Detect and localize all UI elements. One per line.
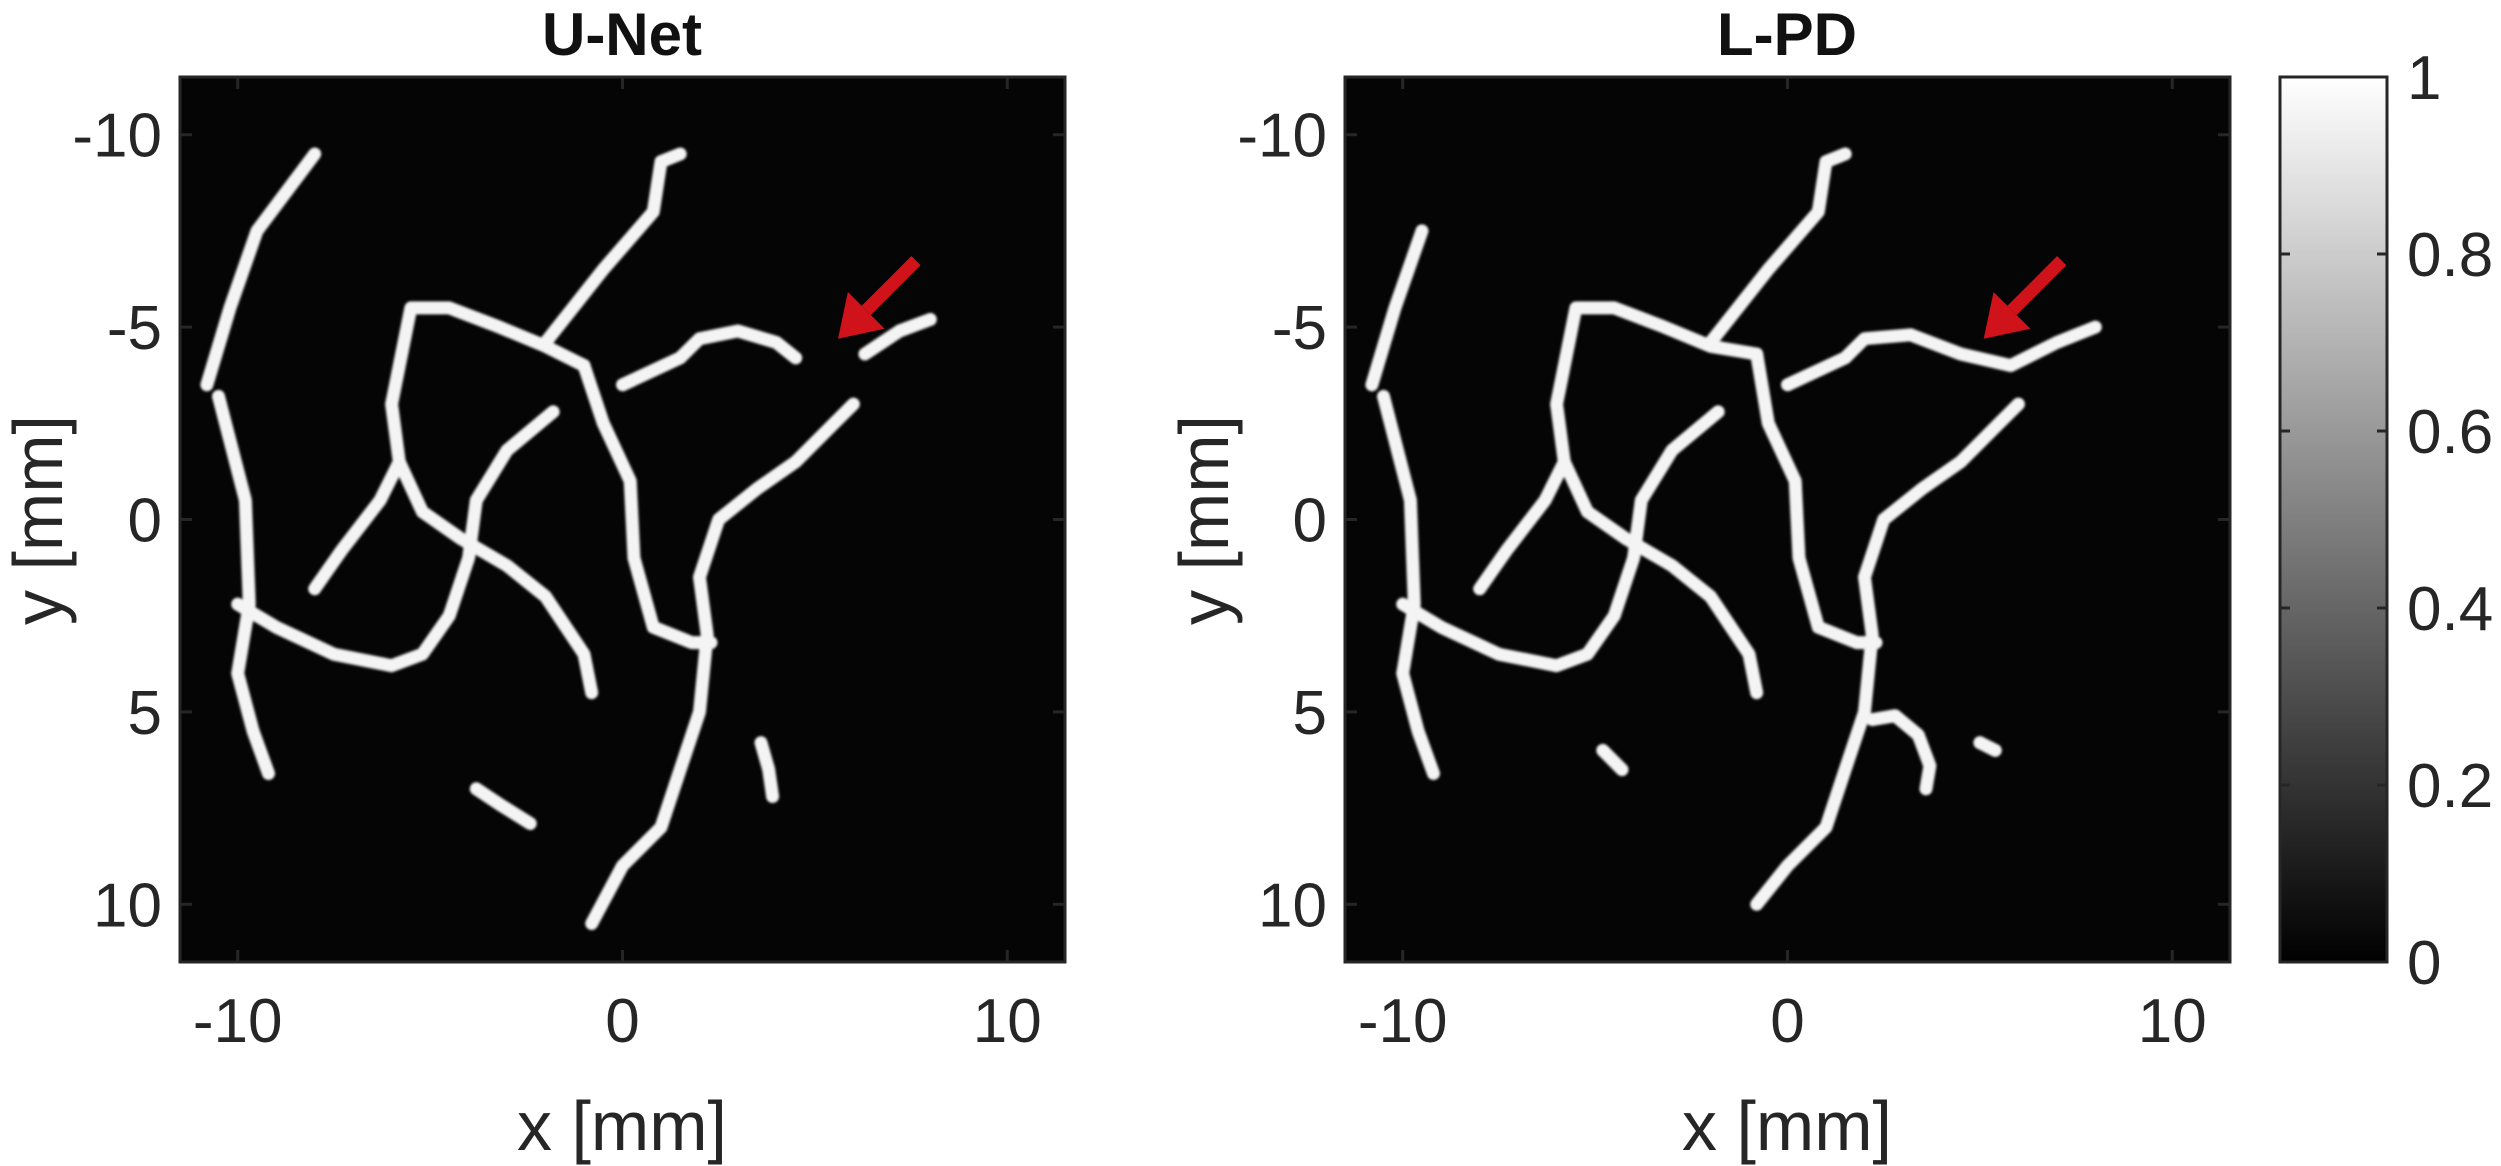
vessel-segment — [1377, 389, 1440, 780]
image-area — [1345, 77, 2230, 962]
vessel-segment — [577, 359, 718, 650]
y-tick-label: 0 — [128, 487, 162, 556]
arrow-head — [1983, 292, 2031, 339]
arrow-shaft — [861, 256, 921, 315]
red-arrow-annotation — [838, 256, 921, 339]
panel-title: U-Net — [542, 1, 702, 68]
y-tick-label: -10 — [72, 102, 162, 171]
x-axis-label: x [mm] — [1682, 1087, 1892, 1165]
panel-unet: U-Net -10 0 10 -10 -5 0 5 10 x [mm] y [mm] — [0, 1, 1067, 1165]
vessel-segment — [754, 736, 780, 803]
y-axis-label: y [mm] — [1165, 415, 1243, 625]
colorbar: 0 0.2 0.4 0.6 0.8 1 — [2278, 44, 2493, 998]
x-tick-label: 10 — [2138, 987, 2207, 1056]
y-tick-label: 10 — [93, 871, 162, 940]
y-tick-label: 5 — [1293, 679, 1327, 748]
vessel-layer — [200, 147, 937, 930]
vessel-segment — [616, 324, 803, 392]
y-tick-label: -5 — [1272, 294, 1327, 363]
x-axis: -10 0 10 — [193, 77, 1042, 1056]
y-tick-label: -5 — [107, 294, 162, 363]
colorbar-tick-label: 0.8 — [2407, 221, 2493, 290]
arrow-head — [838, 292, 885, 339]
axes-frame — [1343, 75, 2232, 964]
vessel-segment — [1365, 224, 1429, 392]
image-content — [1365, 147, 2102, 911]
vessel-segment — [539, 147, 687, 349]
x-tick-label: 0 — [1770, 987, 1804, 1056]
colorbar-ticks: 0 0.2 0.4 0.6 0.8 1 — [2280, 44, 2493, 998]
y-axis: -10 -5 0 5 10 — [1237, 102, 2230, 940]
vessel-segment — [308, 455, 599, 700]
y-tick-label: 10 — [1258, 871, 1327, 940]
y-tick-label: 5 — [128, 679, 162, 748]
colorbar-tick-label: 0.6 — [2407, 398, 2493, 467]
vessel-segment — [858, 312, 937, 361]
x-tick-label: 0 — [605, 987, 639, 1056]
axes-frame — [178, 75, 1067, 964]
vessel-segment — [585, 397, 860, 930]
y-tick-label: 0 — [1293, 487, 1327, 556]
colorbar-tick-label: 0.2 — [2407, 752, 2493, 821]
panel-lpd: L-PD -10 0 10 -10 -5 0 5 10 x [mm] y [mm] — [1165, 1, 2232, 1165]
y-axis: -10 -5 0 5 10 — [72, 102, 1065, 940]
vessel-segment — [469, 782, 537, 830]
vessel-segment — [231, 405, 560, 673]
vessel-segment — [212, 389, 275, 780]
vessel-segment — [1750, 397, 2025, 911]
panel-title: L-PD — [1717, 1, 1857, 68]
vessel-segment — [1596, 743, 1629, 777]
y-axis-label: y [mm] — [0, 415, 77, 625]
image-area — [180, 77, 1065, 962]
colorbar-tick-label: 1 — [2407, 44, 2441, 113]
x-axis-label: x [mm] — [517, 1087, 727, 1165]
vessel-segment — [1750, 347, 1883, 650]
vessel-segment — [1973, 736, 2002, 757]
vessel-layer — [1365, 147, 2102, 911]
x-tick-label: 10 — [973, 987, 1042, 1056]
red-arrow-annotation — [1983, 256, 2067, 339]
x-tick-label: -10 — [1358, 987, 1448, 1056]
y-tick-label: -10 — [1237, 102, 1327, 171]
vessel-segment — [1704, 147, 1852, 349]
vessel-segment — [1781, 320, 2102, 392]
vessel-segment — [1396, 405, 1725, 673]
image-content — [200, 147, 937, 930]
arrow-shaft — [2007, 256, 2067, 315]
vessel-segment — [1865, 709, 1937, 796]
x-tick-label: -10 — [193, 987, 283, 1056]
vessel-segment — [200, 147, 322, 392]
vessel-segment — [1473, 455, 1764, 700]
colorbar-gradient — [2278, 75, 2389, 964]
colorbar-tick-label: 0.4 — [2407, 575, 2493, 644]
colorbar-tick-label: 0 — [2407, 929, 2441, 998]
x-axis: -10 0 10 — [1358, 77, 2207, 1056]
